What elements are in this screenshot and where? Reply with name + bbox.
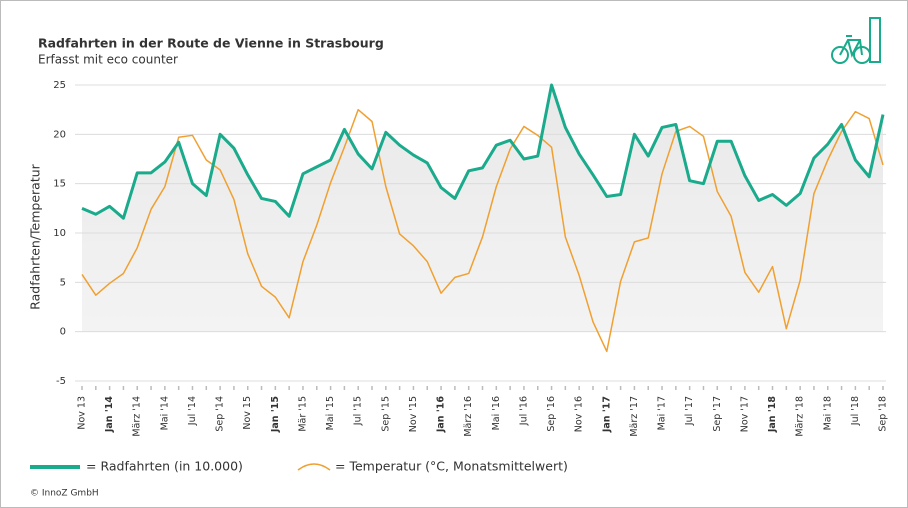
x-tick-label: Nov '16 [574,396,585,432]
x-tick-label: Jul '16 [518,396,529,426]
x-tick-label: Jul '18 [850,396,861,426]
x-tick-label: Sep '18 [878,396,889,432]
x-tick-label: März '16 [463,396,474,437]
footer: © InnoZ GmbH [30,489,99,499]
x-tick-label: Nov 15 [242,396,253,430]
chart-subtitle: Erfasst mit eco counter [38,53,178,67]
x-tick-label: Jul '14 [187,396,198,426]
legend-label: = Radfahrten (in 10.000) [86,459,243,474]
x-tick-label: März '17 [629,396,640,437]
legend: = Radfahrten (in 10.000) = Temperatur (°C… [30,459,568,474]
x-tick-label: Mai '15 [325,396,336,430]
x-tick-label: Jan '18 [767,396,778,434]
y-tick-label: 25 [53,80,66,91]
line [81,83,885,220]
x-tick-label: Mär '15 [297,396,308,432]
x-tick-label: Jul '15 [353,396,364,426]
x-tick-label: Sep '16 [546,396,557,432]
y-tick-label: 15 [53,179,66,190]
legend-swatch [297,463,331,471]
chart-title: Radfahrten in der Route de Vienne in Str… [38,36,384,51]
y-tick-label: 0 [60,327,66,338]
x-tick-label: März '14 [132,396,143,437]
x-tick-label: März '18 [795,396,806,437]
x-tick-label: Jan '17 [601,396,612,433]
x-tick-label: Nov '17 [739,396,750,432]
x-tick-label: Jan '16 [436,396,447,434]
legend-label: = Temperatur (°C, Monatsmittelwert) [335,459,568,474]
x-tick-label: Mai '18 [822,396,833,430]
x-tick-label: Nov '15 [408,396,419,432]
x-tick-label: Mai '17 [657,396,668,430]
bike-icon [831,17,881,64]
y-tick-label: -5 [56,376,66,387]
x-tick-label: Jul '17 [684,396,695,426]
line [81,108,884,353]
x-tick-label: Nov 13 [77,396,88,430]
x-tick-label: Mai '16 [491,396,502,430]
x-tick-label: Sep '14 [215,396,226,432]
area [82,85,883,332]
x-tick-label: Mai '14 [159,396,170,430]
y-tick-label: 5 [60,277,66,288]
x-tick-label: Jan '14 [104,396,115,434]
x-tick-label: Sep '15 [380,396,391,432]
y-tick-label: 10 [53,228,66,239]
x-tick-label: Sep '17 [712,396,723,432]
y-axis-label: Radfahrten/Temperatur [28,163,43,309]
plot: -5 0 5 10 15 20 25 Nov 13 Jan '14 März '14 Mai '14… [53,80,888,437]
x-tick-label: Jan '15 [270,396,281,433]
y-tick-label: 20 [53,129,66,140]
